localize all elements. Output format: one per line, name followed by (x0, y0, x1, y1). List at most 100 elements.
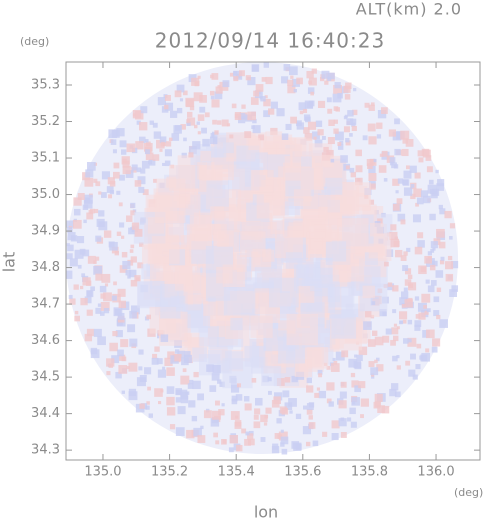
texture-patch (295, 413, 302, 420)
texture-patch (260, 437, 266, 442)
texture-patch (209, 385, 217, 392)
texture-patch (239, 231, 266, 258)
texture-patch (173, 125, 182, 134)
texture-patch (407, 338, 412, 343)
texture-patch (363, 321, 372, 330)
texture-patch (325, 241, 347, 262)
texture-patch (130, 244, 135, 249)
texture-patch (445, 261, 454, 270)
texture-patch (368, 104, 375, 111)
texture-patch (137, 176, 146, 185)
texture-patch (82, 249, 90, 257)
texture-patch (82, 204, 89, 210)
texture-patch (86, 328, 95, 337)
texture-patch (326, 382, 335, 391)
texture-patch (132, 110, 142, 119)
texture-patch (302, 426, 312, 435)
texture-patch (244, 403, 252, 411)
texture-patch (256, 190, 285, 219)
texture-patch (128, 227, 135, 235)
texture-patch (86, 309, 93, 316)
texture-patch (299, 110, 304, 115)
texture-patch (416, 197, 424, 205)
texture-patch (268, 277, 299, 308)
texture-patch (306, 70, 314, 79)
texture-patch (331, 432, 339, 441)
texture-patch (424, 310, 429, 315)
texture-patch (433, 310, 440, 317)
texture-patch (215, 86, 223, 94)
texture-patch (405, 268, 412, 275)
texture-patch (389, 231, 398, 240)
texture-patch (159, 136, 167, 144)
texture-patch (211, 99, 220, 108)
texture-patch (90, 286, 95, 292)
texture-patch (157, 97, 166, 106)
texture-patch (146, 401, 150, 405)
texture-patch (426, 166, 433, 173)
texture-patch (214, 130, 219, 135)
texture-patch (158, 401, 162, 405)
texture-patch (415, 364, 421, 370)
texture-patch (229, 134, 234, 139)
texture-patch (313, 136, 317, 140)
texture-patch (430, 280, 437, 286)
texture-patch (417, 150, 424, 157)
texture-patch (145, 139, 149, 143)
texture-patch (397, 213, 406, 222)
texture-patch (369, 222, 384, 237)
texture-patch (103, 230, 112, 238)
texture-patch (101, 171, 111, 180)
texture-patch (106, 371, 111, 376)
texture-patch (379, 309, 387, 317)
texture-patch (412, 374, 418, 380)
texture-patch (135, 141, 144, 150)
texture-patch (97, 336, 106, 346)
texture-patch (244, 438, 251, 446)
texture-patch (187, 383, 194, 389)
texture-patch (68, 294, 73, 299)
y-tick-label: 34.7 (31, 297, 60, 312)
texture-patch (417, 240, 425, 248)
texture-patch (164, 149, 173, 157)
texture-patch (233, 70, 243, 80)
texture-patch (87, 161, 96, 171)
texture-patch (134, 228, 143, 237)
texture-patch (373, 158, 377, 163)
texture-patch (316, 387, 320, 391)
texture-patch (230, 384, 240, 393)
texture-patch (321, 70, 330, 79)
texture-patch (138, 349, 144, 355)
texture-patch (350, 421, 357, 428)
texture-patch (346, 118, 354, 126)
texture-patch (245, 431, 250, 436)
texture-patch (174, 90, 182, 98)
texture-patch (331, 420, 340, 429)
texture-patch (169, 424, 176, 430)
texture-patch (204, 112, 210, 118)
texture-patch (183, 137, 187, 142)
texture-patch (244, 345, 266, 367)
texture-patch (347, 110, 354, 117)
texture-patch (340, 155, 348, 163)
texture-patch (381, 150, 388, 157)
texture-patch (162, 162, 166, 166)
texture-patch (84, 333, 93, 342)
texture-patch (131, 305, 140, 315)
texture-patch (345, 82, 352, 89)
texture-patch (103, 292, 112, 302)
texture-patch (417, 232, 424, 239)
texture-patch (261, 365, 282, 386)
texture-patch (222, 439, 227, 444)
texture-patch (112, 149, 117, 154)
texture-patch (197, 162, 215, 180)
texture-patch (193, 371, 199, 378)
texture-patch (337, 92, 343, 99)
texture-patch (66, 253, 73, 260)
texture-patch (418, 312, 426, 320)
texture-patch (369, 183, 376, 190)
texture-patch (312, 440, 319, 447)
texture-patch (402, 319, 407, 324)
texture-patch (193, 427, 202, 437)
texture-patch (335, 131, 344, 141)
